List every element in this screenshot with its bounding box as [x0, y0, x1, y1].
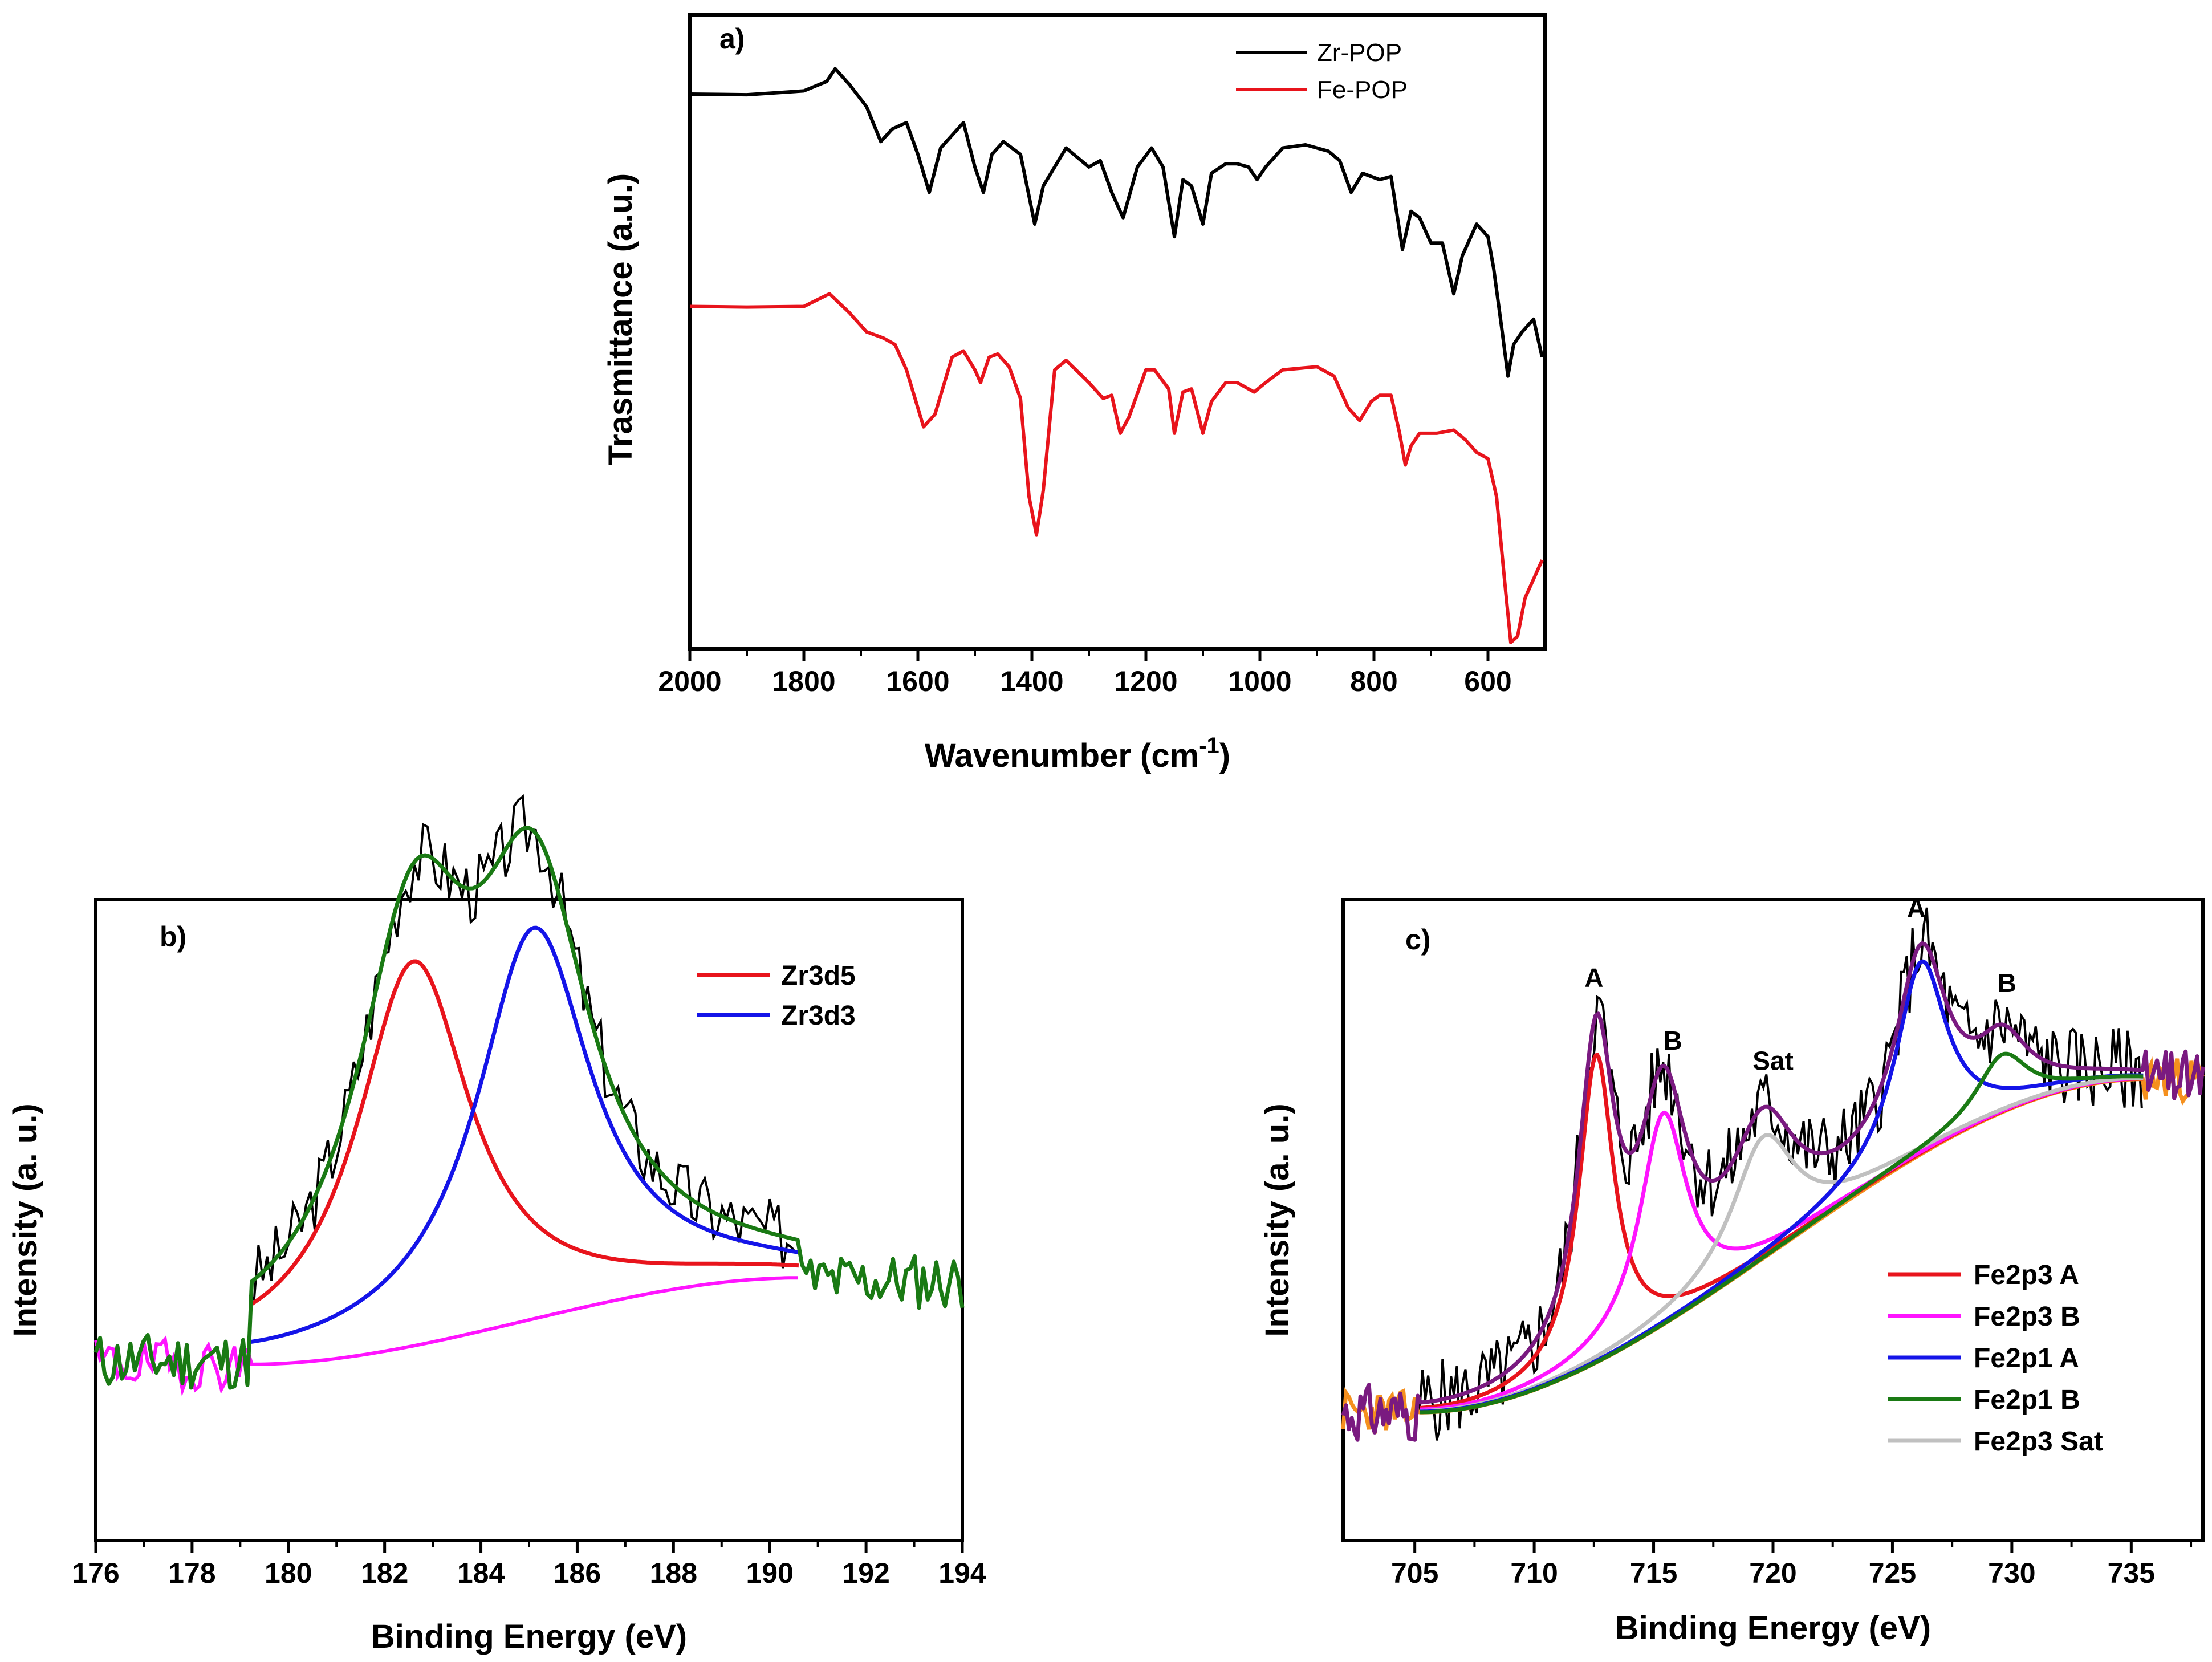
panel-c-legend: Fe2p3 A Fe2p3 B Fe2p1 A Fe2p1 B Fe2p3 Sa…: [1888, 1260, 2103, 1457]
x-tick-label: 1400: [1000, 665, 1063, 697]
peak-line-fe2p1-b: [1420, 1051, 2144, 1415]
panel-a-xlabel-tail: ): [1219, 737, 1230, 774]
peak-line-zr3d5: [249, 959, 799, 1307]
x-tick-label: 190: [746, 1557, 794, 1589]
panel-a-xlabel-sup: -1: [1199, 733, 1219, 758]
peak-annotation: A: [1584, 963, 1603, 993]
panel-a: 2000 1800 1600 1400 1200 1000 800 600 a) Trasmi…: [602, 13, 1547, 774]
x-tick-label: 715: [1630, 1557, 1677, 1589]
peak-annotation: B: [1663, 1026, 1682, 1055]
panel-b-ticks: 176 178 180 182 184 186 188 190 192 194: [72, 1541, 986, 1589]
panel-c: 705 710 715 720 725 730 735 A B Sat A B c) Intensi…: [1259, 893, 2205, 1647]
x-tick-label: 800: [1350, 665, 1397, 697]
panel-a-ylabel: Trasmittance (a.u.): [602, 173, 639, 465]
panel-b: 176 178 180 182 184 186 188 190 192 194 b) Intens…: [7, 794, 986, 1655]
x-tick-label: 188: [650, 1557, 697, 1589]
x-tick-label: 178: [168, 1557, 215, 1589]
legend-label-fe2p1-b: Fe2p1 B: [1974, 1385, 2080, 1415]
legend-label-zr-pop: Zr-POP: [1317, 39, 1402, 67]
panel-b-ylabel: Intensity (a. u.): [7, 1103, 44, 1336]
peak-annotation: Sat: [1752, 1046, 1794, 1076]
panel-b-legend: Zr3d5 Zr3d3: [697, 961, 856, 1031]
x-tick-label: 710: [1510, 1557, 1558, 1589]
series-line-fe-pop: [689, 292, 1544, 644]
panel-c-ticks: 705 710 715 720 725 730 735: [1391, 1541, 2193, 1589]
panel-c-ylabel: Intensity (a. u.): [1259, 1103, 1296, 1336]
legend-label-zr3d5: Zr3d5: [781, 961, 856, 991]
panel-a-frame: [688, 13, 1547, 651]
panel-a-xlabel: Wavenumber (cm-1): [925, 733, 1230, 774]
peak-line-fe2p3-sat: [1420, 1076, 2144, 1413]
x-tick-label: 184: [457, 1557, 505, 1589]
x-tick-label: 176: [72, 1557, 119, 1589]
panel-c-xlabel: Binding Energy (eV): [1615, 1610, 1931, 1647]
panel-b-letter: b): [160, 921, 186, 953]
envelope-line: [93, 826, 965, 1390]
x-tick-label: 186: [554, 1557, 601, 1589]
peak-annotation: B: [1998, 968, 2016, 998]
x-tick-label: 194: [938, 1557, 986, 1589]
panel-b-xlabel: Binding Energy (eV): [371, 1618, 687, 1655]
legend-label-fe2p1-a: Fe2p1 A: [1974, 1343, 2079, 1374]
x-tick-label: 2000: [658, 665, 721, 697]
legend-label-fe-pop: Fe-POP: [1317, 76, 1408, 104]
x-tick-label: 192: [842, 1557, 889, 1589]
panel-c-letter: c): [1405, 924, 1430, 956]
panel-b-series: [93, 794, 965, 1397]
peak-annotation: A: [1907, 893, 1926, 923]
x-tick-label: 1600: [886, 665, 949, 697]
x-tick-label: 1200: [1114, 665, 1177, 697]
panel-a-ticks: 2000 1800 1600 1400 1200 1000 800 600: [658, 649, 1512, 697]
legend-label-fe2p3-a: Fe2p3 A: [1974, 1260, 2079, 1290]
x-tick-label: 1800: [772, 665, 835, 697]
panel-a-xlabel-main: Wavenumber (cm: [925, 737, 1199, 774]
legend-label-zr3d3: Zr3d3: [781, 1001, 856, 1031]
x-tick-label: 730: [1988, 1557, 2035, 1589]
x-tick-label: 705: [1391, 1557, 1438, 1589]
x-tick-label: 180: [265, 1557, 312, 1589]
series-line-zr-pop: [689, 67, 1544, 378]
peak-line-zr3d3: [249, 925, 799, 1344]
panel-a-letter: a): [719, 23, 745, 55]
x-tick-label: 182: [361, 1557, 408, 1589]
envelope-line: [1341, 941, 2205, 1442]
raw-data-line: [249, 794, 797, 1302]
x-tick-label: 725: [1869, 1557, 1916, 1589]
x-tick-label: 1000: [1228, 665, 1291, 697]
panel-a-legend: Zr-POP Fe-POP: [1236, 39, 1408, 104]
panel-c-annotations: A B Sat A B: [1584, 893, 2016, 1075]
panel-c-series: [1341, 907, 2205, 1442]
x-tick-label: 600: [1464, 665, 1511, 697]
background-line: [94, 1276, 798, 1397]
x-tick-label: 735: [2108, 1557, 2155, 1589]
panel-a-series: [689, 67, 1544, 644]
legend-label-fe2p3-b: Fe2p3 B: [1974, 1302, 2080, 1332]
panel-b-frame: [94, 898, 964, 1542]
legend-label-fe2p3-sat: Fe2p3 Sat: [1974, 1427, 2103, 1457]
raw-data-line: [1418, 907, 2143, 1441]
x-tick-label: 720: [1749, 1557, 1796, 1589]
